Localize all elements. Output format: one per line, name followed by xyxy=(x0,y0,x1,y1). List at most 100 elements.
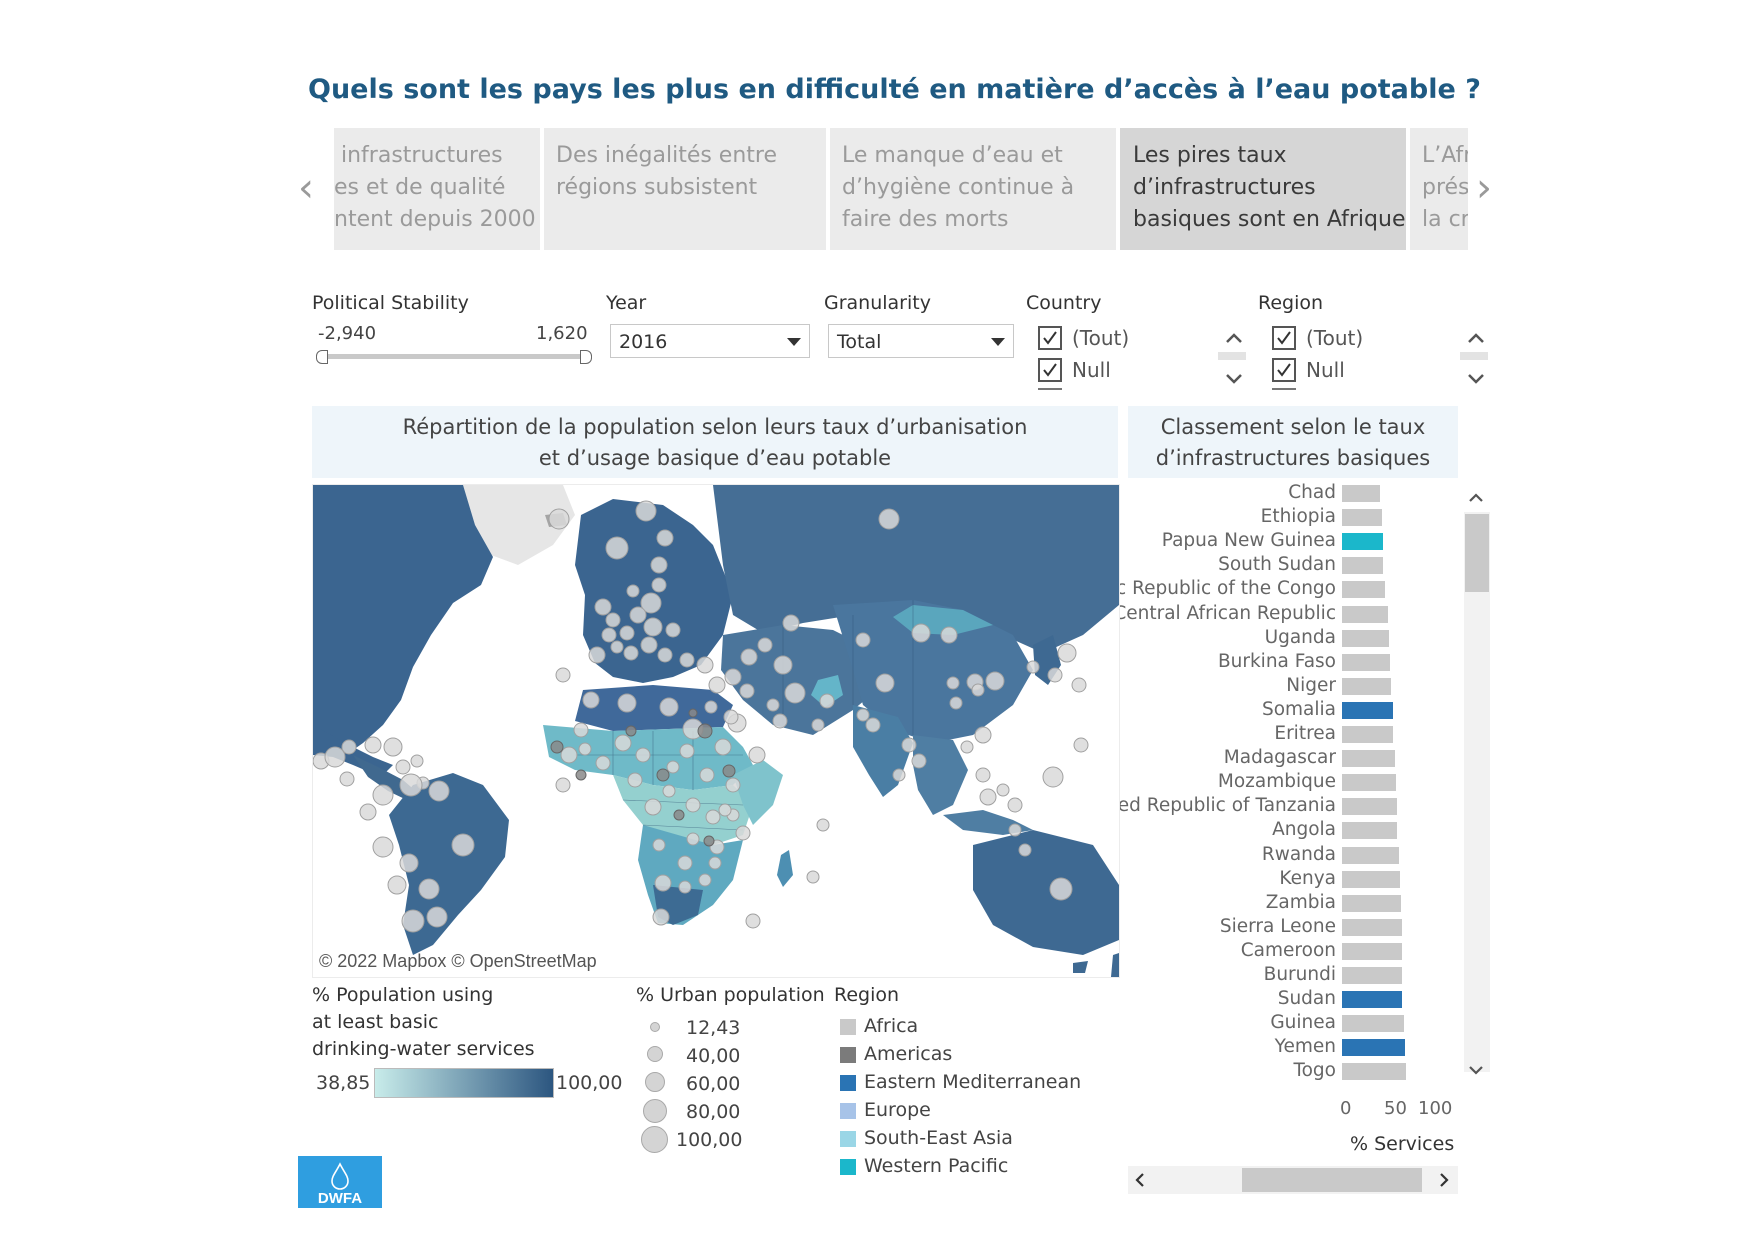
urban-legend-title: % Urban population xyxy=(636,984,825,1006)
region-scrollbar[interactable] xyxy=(1460,352,1488,360)
map-panel-title: Répartition de la population selon leurs… xyxy=(312,406,1118,478)
water-legend-title-line: drinking-water services xyxy=(312,1038,535,1060)
bar[interactable] xyxy=(1342,991,1402,1009)
story-point-2[interactable]: Des inégalités entre régions subsistent xyxy=(544,128,826,250)
bar[interactable] xyxy=(1342,726,1393,743)
bar[interactable] xyxy=(1342,967,1402,984)
bar[interactable] xyxy=(1342,701,1393,719)
water-legend-max: 100,00 xyxy=(556,1072,623,1094)
region-all-checkbox[interactable] xyxy=(1272,326,1296,350)
x-axis-tick-0: 0 xyxy=(1340,1098,1352,1119)
urban-size-circle xyxy=(645,1072,665,1092)
ranking-h-scrollbar-thumb[interactable] xyxy=(1242,1168,1422,1192)
ranking-scroll-down-icon[interactable] xyxy=(1464,1058,1488,1082)
story-point-3[interactable]: Le manque d’eau et d’hygiène continue à … xyxy=(830,128,1116,250)
x-axis-tick-50: 50 xyxy=(1384,1098,1407,1119)
political-stability-min-handle[interactable] xyxy=(316,350,328,364)
urban-legend-item: 40,00 xyxy=(686,1045,741,1067)
bar-label: Madagascar xyxy=(1223,747,1336,769)
granularity-label: Granularity xyxy=(824,292,931,314)
bar-label: United Republic of Tanzania xyxy=(1120,795,1336,817)
bar-label: Togo xyxy=(1293,1060,1336,1082)
story-next-arrow-icon[interactable]: › xyxy=(1476,165,1492,211)
ranking-scroll-right-icon[interactable] xyxy=(1432,1168,1456,1192)
bar[interactable] xyxy=(1342,750,1395,768)
story-point-5[interactable]: L’Afr prés la cr xyxy=(1410,128,1468,250)
granularity-value: Total xyxy=(837,331,882,353)
year-label: Year xyxy=(606,292,647,314)
country-scroll-down-icon[interactable] xyxy=(1222,366,1246,390)
ranking-scrollbar-track[interactable] xyxy=(1464,512,1490,1072)
bar-label: Somalia xyxy=(1261,698,1336,720)
story-point-1[interactable]: infrastructures es et de qualité ntent d… xyxy=(334,128,540,250)
country-scroll-up-icon[interactable] xyxy=(1222,326,1246,350)
bar[interactable] xyxy=(1342,533,1384,551)
political-stability-max: 1,620 xyxy=(536,323,588,344)
country-null-checkbox[interactable] xyxy=(1038,358,1062,382)
bar[interactable] xyxy=(1342,581,1386,599)
urban-legend-item: 80,00 xyxy=(686,1101,741,1123)
bar[interactable] xyxy=(1342,1015,1404,1033)
bar-label: Papua New Guinea xyxy=(1161,530,1336,552)
region-scroll-up-icon[interactable] xyxy=(1464,326,1488,350)
bar[interactable] xyxy=(1342,653,1391,671)
bar-label: Guinea xyxy=(1270,1012,1336,1034)
country-all-checkbox[interactable] xyxy=(1038,326,1062,350)
water-legend-min: 38,85 xyxy=(316,1072,371,1094)
story-point-4[interactable]: Les pires taux d’infrastructures basique… xyxy=(1120,128,1406,250)
region-null-label: Null xyxy=(1306,358,1345,382)
urban-legend-item: 12,43 xyxy=(686,1017,741,1039)
bar[interactable] xyxy=(1342,870,1400,888)
bar-label: Democratic Republic of the Congo xyxy=(1120,578,1336,600)
bar[interactable] xyxy=(1342,1039,1405,1057)
region-legend-title: Region xyxy=(834,984,900,1006)
bar[interactable] xyxy=(1342,509,1383,527)
story-point-label: Des inégalités entre régions subsistent xyxy=(556,143,778,200)
bar[interactable] xyxy=(1342,774,1396,792)
bar[interactable] xyxy=(1342,605,1389,623)
bar[interactable] xyxy=(1342,846,1399,864)
map-copyright[interactable]: © 2022 Mapbox © OpenStreetMap xyxy=(319,951,597,971)
bar-label: Central African Republic xyxy=(1120,602,1336,624)
bar-label: Ethiopia xyxy=(1260,506,1336,528)
map-title-line-1: Répartition de la population selon leurs… xyxy=(402,415,1028,439)
granularity-dropdown[interactable]: Total xyxy=(828,324,1014,358)
bar-label: Niger xyxy=(1286,674,1336,696)
year-value: 2016 xyxy=(619,331,668,353)
region-scroll-down-icon[interactable] xyxy=(1464,366,1488,390)
ranking-scrollbar-thumb[interactable] xyxy=(1465,514,1489,592)
bar[interactable] xyxy=(1342,677,1391,695)
bar[interactable] xyxy=(1342,894,1401,912)
bar[interactable] xyxy=(1342,1063,1406,1081)
x-axis-tick-100: 100 xyxy=(1418,1098,1453,1119)
bar[interactable] xyxy=(1342,942,1402,960)
year-dropdown[interactable]: 2016 xyxy=(610,324,810,358)
region-all-label: (Tout) xyxy=(1306,326,1364,350)
region-list-more xyxy=(1272,388,1296,394)
logo-text: DWFA xyxy=(317,1190,363,1207)
story-prev-arrow-icon[interactable]: ‹ xyxy=(298,165,314,211)
ranking-scroll-up-icon[interactable] xyxy=(1464,486,1488,510)
bar-label: Rwanda xyxy=(1261,843,1336,865)
bar[interactable] xyxy=(1342,798,1397,816)
political-stability-max-handle[interactable] xyxy=(580,350,592,364)
bar[interactable] xyxy=(1342,485,1381,502)
urban-legend-item: 60,00 xyxy=(686,1073,741,1095)
country-scrollbar[interactable] xyxy=(1218,352,1246,360)
story-point-label: L’Afr prés la cr xyxy=(1422,143,1468,232)
country-all-label: (Tout) xyxy=(1072,326,1130,350)
political-stability-slider-track[interactable] xyxy=(322,354,586,359)
world-map[interactable]: © 2022 Mapbox © OpenStreetMap xyxy=(312,484,1120,978)
region-legend-label: Europe xyxy=(864,1099,931,1121)
region-legend-label: Americas xyxy=(864,1043,953,1065)
world-map-canvas xyxy=(313,485,1119,977)
bar[interactable] xyxy=(1342,822,1397,840)
region-null-checkbox[interactable] xyxy=(1272,358,1296,382)
bar[interactable] xyxy=(1342,918,1402,936)
bar[interactable] xyxy=(1342,557,1384,575)
bar[interactable] xyxy=(1342,629,1390,647)
chevron-down-icon xyxy=(787,338,801,346)
ranking-scroll-left-icon[interactable] xyxy=(1128,1168,1152,1192)
region-legend-label: Western Pacific xyxy=(864,1155,1009,1177)
region-color-swatch xyxy=(840,1047,856,1063)
